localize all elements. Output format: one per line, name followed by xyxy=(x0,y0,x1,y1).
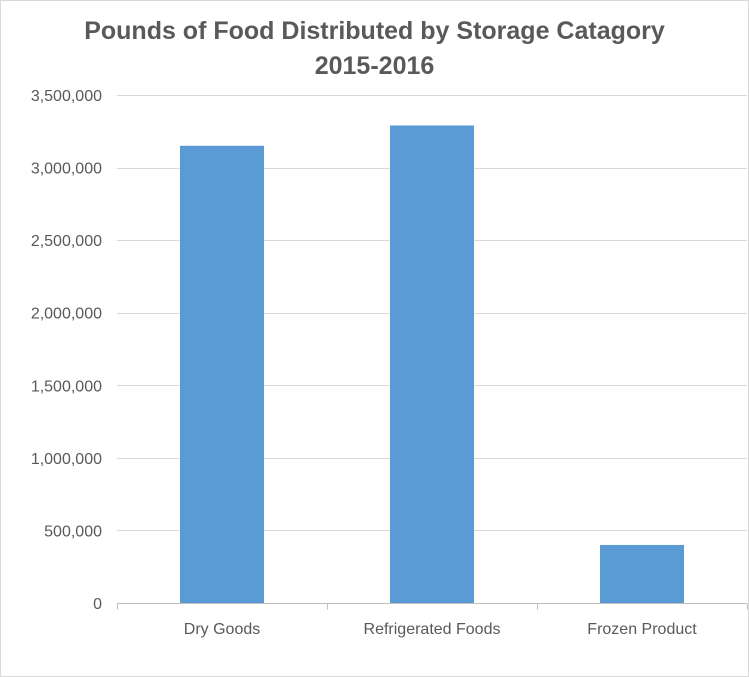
y-tick-label: 500,000 xyxy=(44,523,102,540)
bar xyxy=(390,125,474,603)
y-tick-label: 1,500,000 xyxy=(31,378,102,395)
chart-title: Pounds of Food Distributed by Storage Ca… xyxy=(84,17,665,45)
y-tick-label: 1,000,000 xyxy=(31,451,102,468)
x-tick-label: Dry Goods xyxy=(184,621,260,638)
chart-subtitle: 2015-2016 xyxy=(314,52,435,80)
y-tick-label: 3,500,000 xyxy=(31,88,102,105)
x-tick-label: Frozen Product xyxy=(587,621,697,638)
x-tick-label: Refrigerated Foods xyxy=(364,621,501,638)
bar xyxy=(180,145,264,604)
y-tick-label: 2,000,000 xyxy=(31,306,102,323)
y-tick-label: 0 xyxy=(93,596,102,613)
y-tick-label: 3,000,000 xyxy=(31,161,102,178)
y-tick-label: 2,500,000 xyxy=(31,233,102,250)
chart-title-block: Pounds of Food Distributed by Storage Ca… xyxy=(0,14,749,84)
bar xyxy=(600,544,684,603)
